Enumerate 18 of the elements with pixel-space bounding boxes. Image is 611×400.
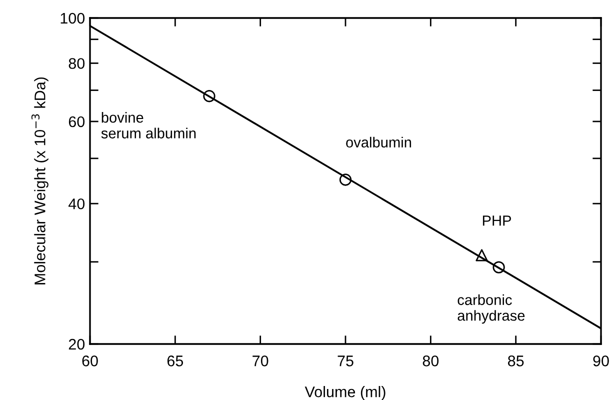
annotation: bovine serum albumin xyxy=(101,112,196,138)
y-tick-label: 80 xyxy=(68,58,85,69)
annotation: carbonic anhydrase xyxy=(458,294,525,324)
y-axis-title: Molecular Weight (x 10$^{−3}$ kDa) xyxy=(31,77,48,284)
y-tick-label: 20 xyxy=(68,338,85,350)
x-tick-label: 65 xyxy=(167,356,184,366)
y-tick-label: 40 xyxy=(68,198,85,210)
annotation: PHP xyxy=(482,216,511,226)
y-tick-label: 100 xyxy=(60,12,85,24)
x-tick-label: 60 xyxy=(82,356,98,366)
x-tick-label: 75 xyxy=(338,356,354,366)
x-tick-label: 80 xyxy=(422,356,439,366)
x-axis-title: Volume (ml) xyxy=(304,386,386,400)
x-tick-label: 85 xyxy=(508,356,524,366)
x-tick-label: 90 xyxy=(593,356,609,366)
x-tick-label: 70 xyxy=(252,356,268,366)
y-tick-label: 60 xyxy=(68,116,85,128)
annotation: ovalbumin xyxy=(346,136,412,148)
